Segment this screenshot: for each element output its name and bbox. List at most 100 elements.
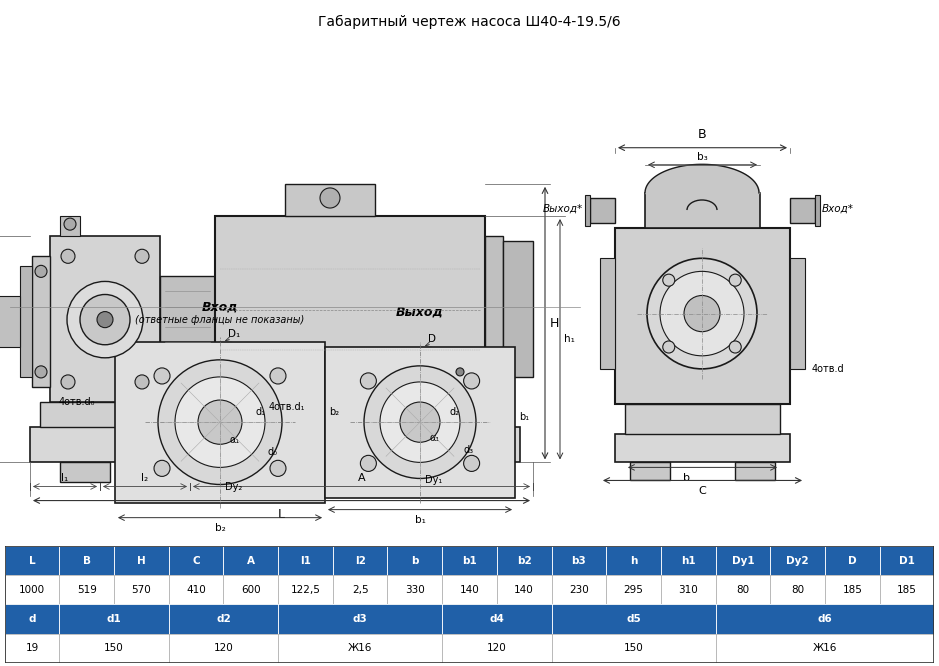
Circle shape [67,282,143,358]
Text: A: A [247,555,254,565]
Text: 410: 410 [186,585,206,595]
Circle shape [380,382,460,462]
Circle shape [464,373,480,389]
Bar [223,575,278,605]
Circle shape [647,258,757,369]
Text: H: H [550,316,560,330]
Bar [160,276,215,357]
Text: 150: 150 [104,643,124,653]
Bar [497,546,551,575]
Text: Выход*: Выход* [543,204,583,214]
Circle shape [61,249,75,263]
Text: 120: 120 [487,643,507,653]
Circle shape [660,271,744,356]
Bar [551,575,607,605]
Text: C: C [698,486,706,496]
Circle shape [97,312,113,328]
Bar [661,575,716,605]
Text: b₂: b₂ [329,407,339,417]
Text: B: B [698,128,706,141]
Text: b₁: b₁ [519,412,529,422]
Bar [716,633,934,663]
Text: 295: 295 [623,585,643,595]
Text: Вход*: Вход* [822,204,854,214]
Bar [503,241,533,377]
Bar [625,404,780,434]
Text: Ж16: Ж16 [813,643,838,653]
Bar [59,633,169,663]
Text: l2: l2 [355,555,365,565]
Text: 310: 310 [678,585,698,595]
Bar [607,546,661,575]
Bar [169,546,223,575]
Text: 2,5: 2,5 [352,585,368,595]
Bar [615,434,790,462]
Text: d6: d6 [818,614,832,624]
Text: b: b [684,474,690,484]
Bar [60,216,80,236]
Bar [442,575,497,605]
Text: b₂: b₂ [215,523,225,533]
Bar [190,462,240,482]
Bar [388,546,442,575]
Text: d₃: d₃ [463,446,473,456]
Text: 330: 330 [405,585,424,595]
Bar [169,633,278,663]
Bar [223,546,278,575]
Circle shape [35,265,47,278]
Circle shape [135,375,149,389]
Bar [278,633,442,663]
Text: 600: 600 [241,585,261,595]
Text: Вход: Вход [202,300,239,314]
Circle shape [663,341,675,353]
Bar [332,546,388,575]
Text: D: D [848,555,856,565]
Bar [551,633,716,663]
Text: 4отв.d: 4отв.d [812,364,844,374]
Circle shape [361,373,377,389]
Bar [551,605,716,633]
Circle shape [364,366,476,478]
Circle shape [663,274,675,286]
Text: b1: b1 [462,555,477,565]
Text: 80: 80 [791,585,804,595]
Bar [114,575,169,605]
Bar [215,216,485,402]
Bar [114,546,169,575]
Text: B: B [83,555,91,565]
Bar [770,575,825,605]
Bar [880,575,934,605]
Text: 4отв.d₁: 4отв.d₁ [269,402,305,412]
Circle shape [270,368,286,384]
Bar [380,462,430,482]
Text: d: d [28,614,36,624]
Bar [278,546,332,575]
Bar [770,546,825,575]
Bar [20,266,32,377]
Text: Габаритный чертеж насоса Ш40-4-19.5/6: Габаритный чертеж насоса Ш40-4-19.5/6 [318,15,621,29]
Bar [32,256,50,387]
Circle shape [456,368,464,376]
Text: d4: d4 [489,614,504,624]
Circle shape [684,296,720,332]
Bar [5,575,59,605]
Text: 140: 140 [515,585,534,595]
Bar [790,198,815,223]
Bar [115,342,325,503]
Text: d2: d2 [216,614,231,624]
Text: 185: 185 [842,585,862,595]
Bar [716,605,934,633]
Text: 19: 19 [25,643,38,653]
Text: 1000: 1000 [19,585,45,595]
Bar [5,633,59,663]
Circle shape [320,188,340,208]
Circle shape [64,218,76,230]
Text: α₁: α₁ [430,434,440,444]
Text: Dy₁: Dy₁ [425,476,442,486]
Text: D: D [428,334,436,344]
Text: C: C [192,555,200,565]
Bar [735,462,775,480]
Text: H: H [137,555,146,565]
Bar [585,195,590,226]
Bar [485,236,503,382]
